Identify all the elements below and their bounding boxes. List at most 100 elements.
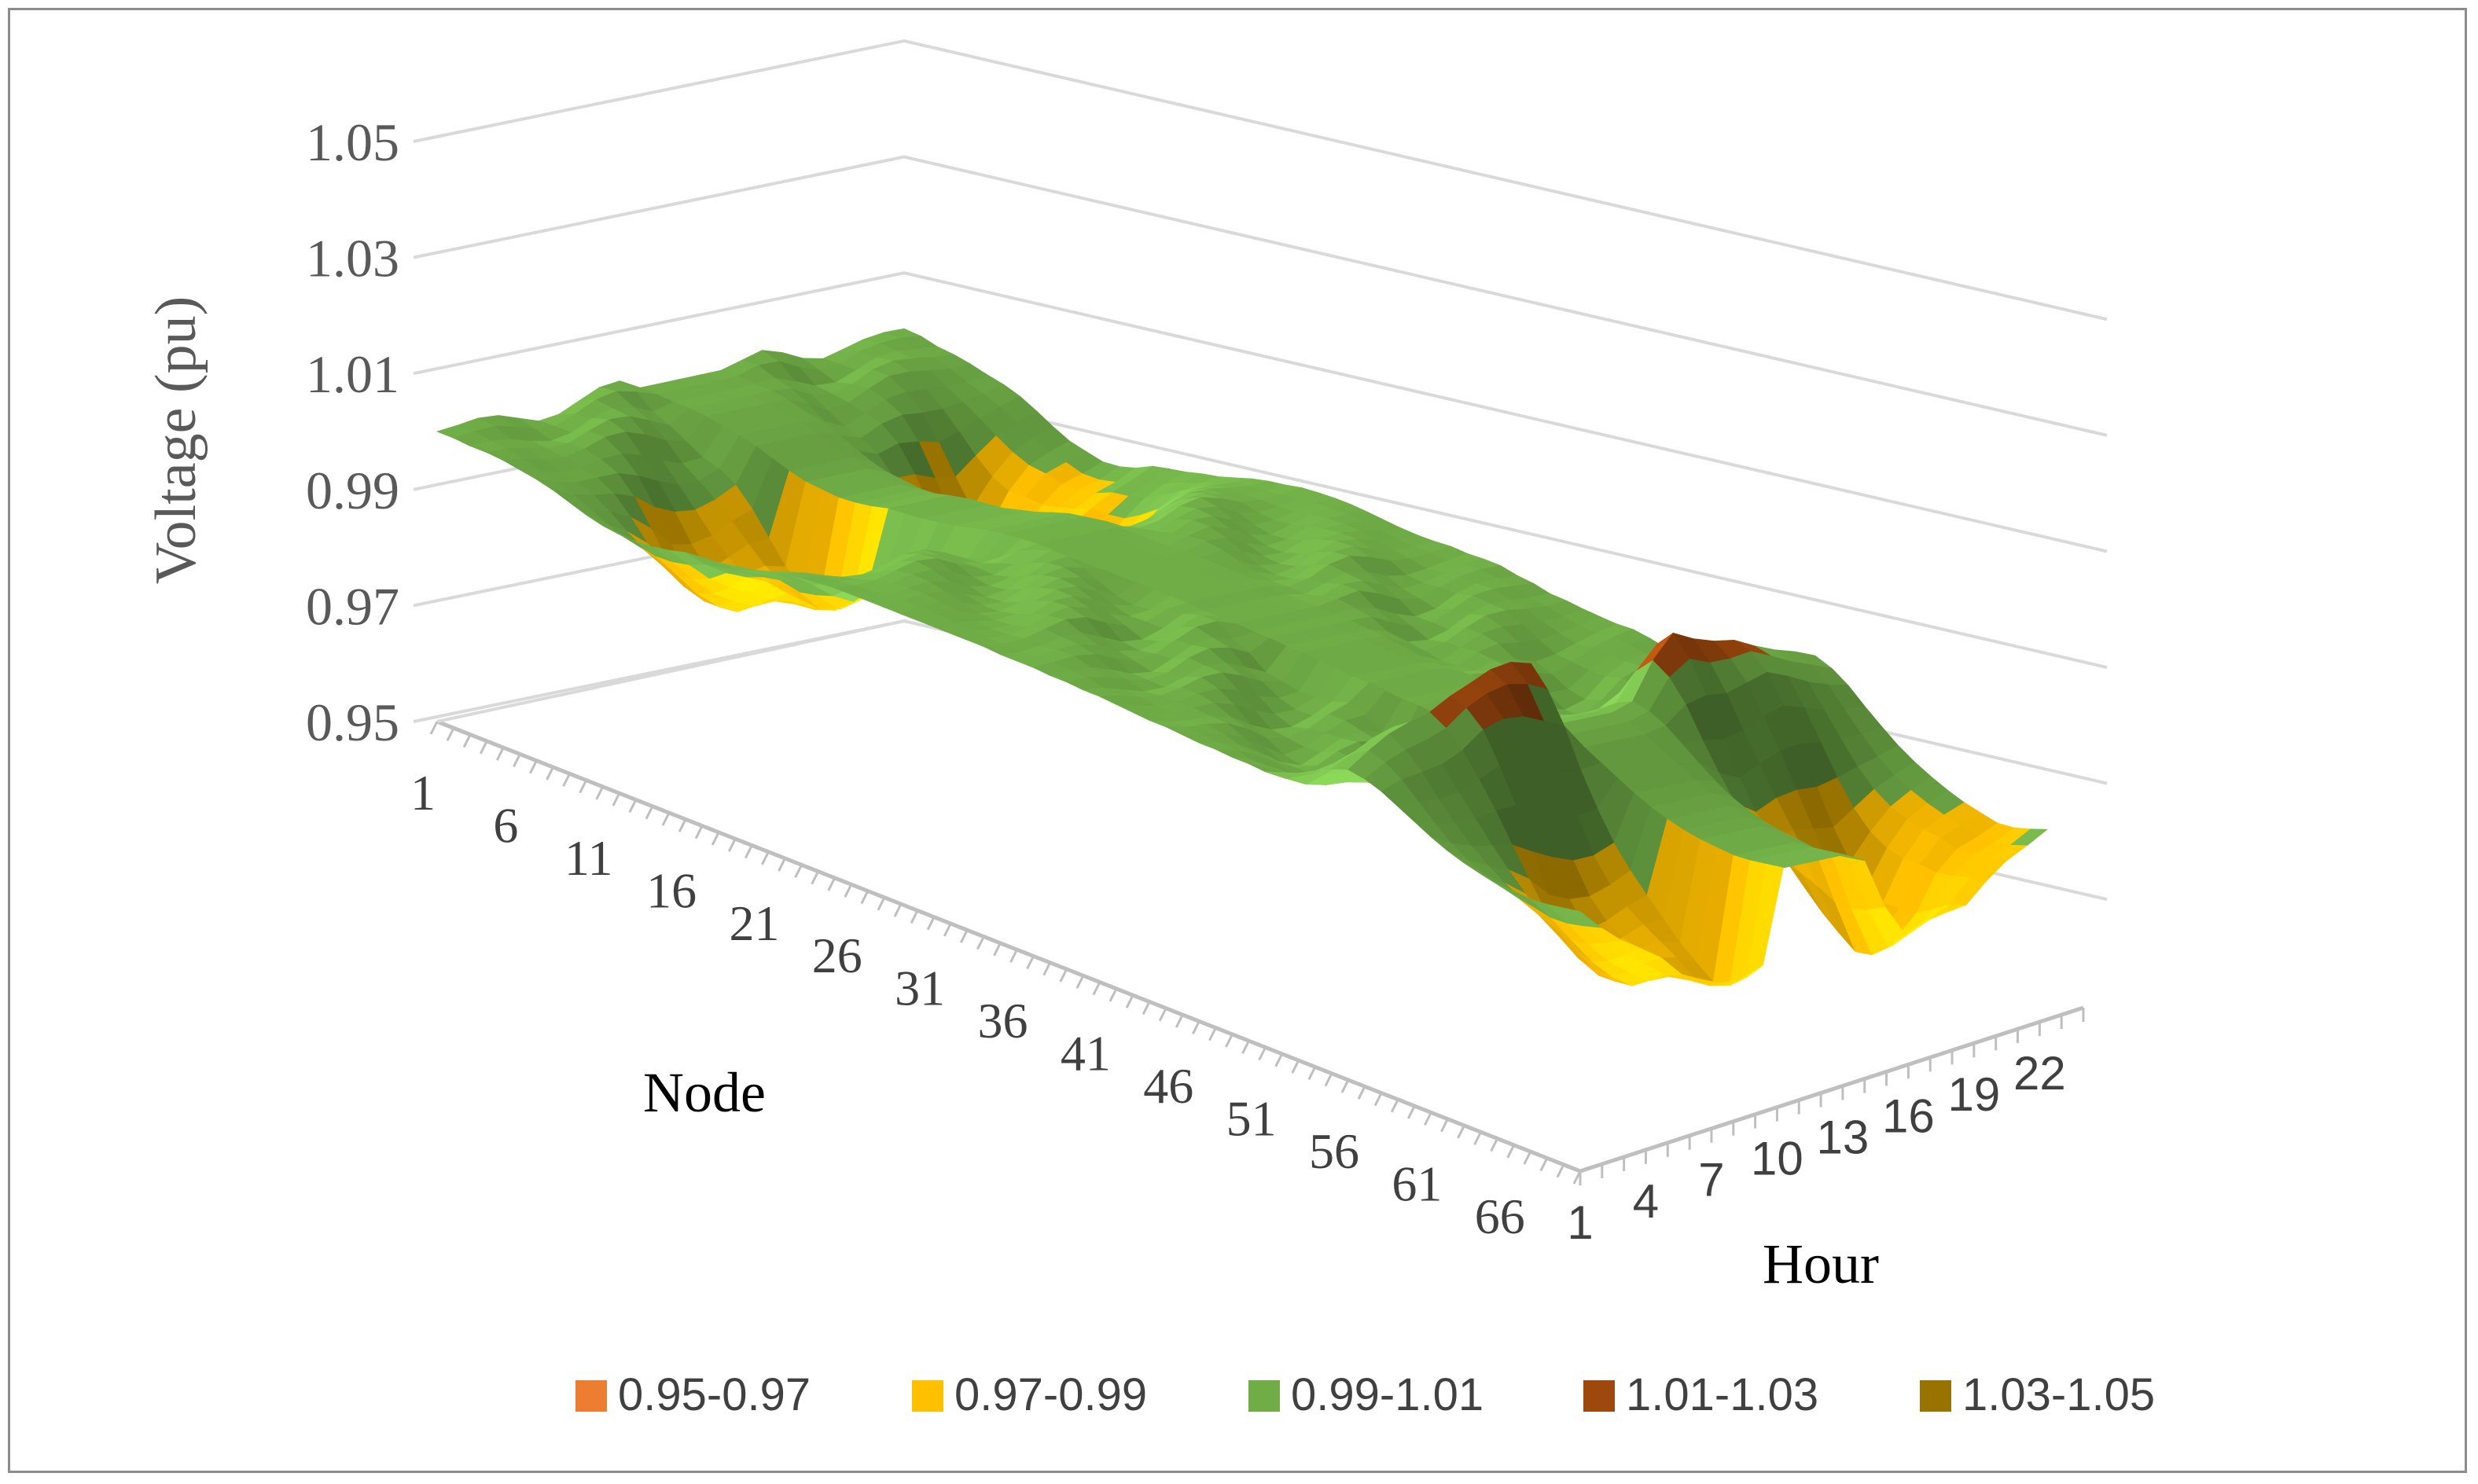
node-tick-mark: [1191, 1020, 1200, 1035]
legend-swatch: [1248, 1380, 1280, 1412]
node-tick-mark: [1108, 988, 1118, 1002]
node-tick-mark: [1440, 1119, 1449, 1133]
node-tick-mark: [495, 747, 505, 761]
node-tick-mark: [1225, 1034, 1233, 1048]
node-axis-title: Node: [643, 1061, 766, 1124]
legend-swatch: [1920, 1380, 1951, 1412]
legend-item: 1.01-1.03: [1583, 1369, 1818, 1420]
node-tick-label: 26: [812, 928, 862, 983]
legend-item: 1.03-1.05: [1920, 1369, 2155, 1420]
hour-tick-label: 10: [1751, 1133, 1803, 1185]
node-tick-mark: [711, 832, 720, 846]
node-tick-mark: [1523, 1151, 1532, 1165]
hour-tick-label: 13: [1817, 1111, 1870, 1163]
voltage-tick-label: 1.05: [306, 112, 399, 172]
node-tick-mark: [1556, 1164, 1565, 1178]
hour-axis-title: Hour: [1763, 1232, 1879, 1295]
hour-tick-label: 22: [2013, 1047, 2066, 1100]
node-tick-label: 11: [564, 830, 613, 886]
node-axis-line: [436, 719, 1581, 1174]
node-tick-mark: [1490, 1137, 1498, 1152]
hour-tick-label: 7: [1698, 1154, 1724, 1207]
node-tick-mark: [645, 806, 654, 820]
node-tick-mark: [778, 858, 786, 872]
node-tick-mark: [943, 923, 952, 937]
legend-item: 0.95-0.97: [575, 1369, 811, 1420]
hour-axis-ticks: 1 4 7 10 13 16 19 22: [1567, 1008, 2085, 1249]
node-tick-mark: [1291, 1060, 1300, 1074]
node-tick-mark: [612, 792, 621, 806]
node-tick-label: 41: [1061, 1026, 1111, 1082]
hour-axis-line: [1579, 1005, 2084, 1174]
gridline-1-03: [413, 155, 2108, 437]
legend-label: 1.03-1.05: [1962, 1369, 2155, 1420]
node-tick-mark: [1307, 1066, 1317, 1081]
hour-tick-label: 19: [1947, 1068, 2000, 1121]
node-tick-mark: [529, 760, 538, 774]
node-tick-mark: [1142, 1001, 1151, 1016]
voltage-tick-label: 1.01: [306, 344, 399, 404]
voltage-axis-ticks: 0.95 0.97 0.99 1.01 1.03 1.05: [306, 112, 399, 752]
node-tick-mark: [1473, 1131, 1482, 1145]
legend-label: 0.95-0.97: [618, 1369, 811, 1420]
node-tick-mark: [678, 818, 687, 833]
node-tick-mark: [595, 786, 605, 800]
node-tick-label: 51: [1226, 1090, 1277, 1146]
node-tick-mark: [1158, 1008, 1167, 1022]
node-tick-mark: [694, 825, 704, 839]
voltage-surface: [436, 328, 2049, 986]
node-tick-mark: [761, 851, 770, 865]
legend: 0.95-0.97 0.97-0.99 0.99-1.01 1.01-1.03 1.03…: [575, 1369, 2155, 1420]
hour-tick-label: 4: [1633, 1175, 1659, 1228]
legend-item: 0.97-0.99: [912, 1369, 1147, 1420]
gridline-1-05: [413, 39, 2108, 321]
node-tick-mark: [1175, 1014, 1184, 1028]
node-tick-mark: [893, 903, 903, 917]
node-tick-mark: [1208, 1027, 1217, 1041]
node-tick-mark: [1373, 1092, 1383, 1107]
legend-swatch: [912, 1380, 943, 1412]
node-tick-mark: [1357, 1085, 1366, 1100]
node-tick-label: 36: [978, 993, 1028, 1049]
node-tick-mark: [1424, 1111, 1432, 1126]
node-tick-mark: [1406, 1105, 1416, 1119]
hour-tick-label: 1: [1567, 1196, 1593, 1249]
node-tick-mark: [976, 935, 985, 950]
voltage-tick-label: 0.95: [306, 692, 399, 752]
floor-back-edge: [436, 619, 905, 723]
node-tick-mark: [1324, 1072, 1333, 1087]
node-tick-mark: [628, 799, 638, 814]
node-tick-mark: [429, 721, 439, 735]
node-tick-mark: [844, 883, 853, 898]
node-tick-label: 16: [646, 862, 697, 918]
node-tick-mark: [1390, 1099, 1399, 1113]
voltage-tick-label: 0.99: [306, 461, 399, 520]
node-tick-mark: [562, 773, 571, 787]
node-tick-mark: [1092, 981, 1101, 996]
legend-swatch: [1583, 1380, 1615, 1412]
node-tick-mark: [1274, 1053, 1284, 1067]
node-tick-mark: [1258, 1046, 1267, 1061]
node-tick-mark: [860, 890, 870, 905]
node-tick-label: 31: [895, 961, 945, 1016]
node-tick-mark: [993, 942, 1002, 957]
node-tick-mark: [926, 916, 936, 931]
voltage-tick-label: 0.97: [306, 576, 399, 636]
node-tick-mark: [446, 727, 455, 741]
node-tick-mark: [1125, 994, 1134, 1008]
legend-label: 0.99-1.01: [1291, 1369, 1483, 1420]
legend-item: 0.99-1.01: [1248, 1369, 1483, 1420]
node-tick-mark: [727, 838, 737, 852]
node-tick-label: 56: [1309, 1123, 1359, 1179]
node-tick-mark: [513, 753, 521, 768]
node-tick-mark: [1075, 975, 1085, 989]
node-tick-mark: [1059, 968, 1068, 983]
node-tick-label: 61: [1392, 1155, 1442, 1211]
legend-label: 1.01-1.03: [1626, 1369, 1818, 1420]
node-tick-mark: [794, 864, 803, 879]
legend-label: 0.97-0.99: [954, 1369, 1147, 1420]
node-tick-label: 46: [1143, 1058, 1193, 1114]
node-tick-mark: [877, 897, 886, 911]
node-tick-mark: [910, 909, 919, 924]
